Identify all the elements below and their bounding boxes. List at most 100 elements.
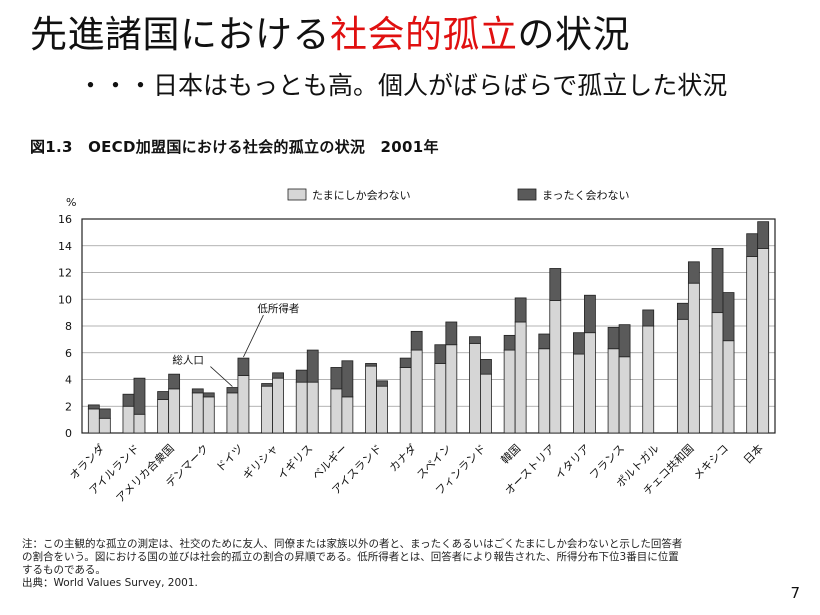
x-tick-label: 韓国: [498, 442, 523, 467]
bar-occasionally: [434, 363, 447, 434]
bar-occasionally: [295, 381, 308, 434]
bar-occasionally: [306, 381, 319, 434]
bar-never: [399, 357, 412, 368]
bar-occasionally: [711, 312, 724, 434]
bar-never: [676, 302, 689, 320]
y-tick-label: 14: [58, 240, 72, 253]
bar-never: [272, 372, 284, 379]
annotation-label: 総人口: [172, 354, 204, 367]
y-tick-label: 6: [65, 347, 72, 360]
figure-notes: 注：この主観的な孤立の測定は、社交のために友人、同僚または家族以外の者と、まった…: [22, 538, 792, 590]
legend-swatch: [517, 188, 537, 201]
note-line: 注：この主観的な孤立の測定は、社交のために友人、同僚または家族以外の者と、まった…: [22, 538, 683, 550]
bar-never: [237, 357, 250, 376]
page-number: 7: [790, 584, 800, 602]
x-tick-label: カナダ: [386, 441, 419, 474]
bar-occasionally: [618, 356, 631, 434]
bar-occasionally: [330, 388, 343, 434]
y-tick-label: 10: [58, 293, 72, 306]
slide-title-prefix: 先進諸国における: [30, 13, 330, 56]
bar-occasionally: [237, 375, 250, 434]
y-tick-label: 4: [65, 374, 72, 387]
bar-never: [607, 326, 620, 350]
legend-swatch: [287, 188, 307, 201]
bar-occasionally: [480, 373, 492, 434]
annotation-label: 低所得者: [257, 302, 299, 315]
figure-caption: 図1.3 OECD加盟国における社会的孤立の状況 2001年: [30, 138, 439, 156]
note-line: の割合をいう。図における国の並びは社会的孤立の割合の昇順である。低所得者とは、回…: [22, 551, 679, 563]
bar-never: [642, 309, 655, 327]
bar-never: [687, 261, 700, 284]
bar-occasionally: [376, 385, 388, 434]
annotation-leader: [210, 366, 233, 387]
y-tick-label: 8: [65, 320, 72, 333]
bar-never: [618, 324, 631, 358]
bar-never: [133, 377, 146, 415]
bar-occasionally: [157, 399, 170, 434]
bar-never: [469, 336, 481, 344]
bar-never: [445, 321, 458, 346]
bar-occasionally: [261, 385, 273, 434]
bar-never: [584, 294, 596, 334]
bar-never: [202, 392, 215, 398]
bar-occasionally: [365, 365, 377, 434]
bar-occasionally: [514, 321, 527, 434]
bar-never: [711, 248, 724, 314]
bar-occasionally: [399, 367, 412, 434]
bar-never: [722, 292, 735, 342]
bar-never: [295, 369, 308, 383]
bar-never: [573, 332, 585, 355]
x-tick-label: メキシコ: [691, 442, 731, 482]
bar-occasionally: [573, 353, 585, 434]
x-tick-label: ギリシャ: [240, 442, 280, 482]
bar-occasionally: [272, 377, 284, 434]
bar-never: [480, 359, 492, 375]
bar-never: [549, 268, 562, 301]
annotation-leader: [243, 314, 264, 358]
y-tick-label: 0: [65, 427, 72, 440]
x-tick-label: イタリア: [553, 442, 593, 482]
bar-occasionally: [168, 388, 181, 434]
bar-occasionally: [191, 392, 204, 434]
slide-title: 先進諸国における社会的孤立の状況: [30, 12, 630, 58]
bar-never: [122, 393, 135, 407]
bar-occasionally: [469, 342, 481, 434]
bar-occasionally: [549, 300, 562, 434]
bar-occasionally: [122, 405, 135, 434]
bar-occasionally: [676, 318, 689, 434]
bar-occasionally: [757, 248, 770, 434]
x-tick-label: ドイツ: [214, 442, 247, 475]
x-tick-label: イギリス: [275, 442, 315, 482]
y-tick-label: 2: [65, 400, 72, 413]
bar-occasionally: [503, 349, 516, 434]
bar-occasionally: [98, 417, 111, 434]
bar-never: [168, 373, 181, 390]
bar-never: [746, 233, 759, 257]
bar-occasionally: [722, 340, 735, 434]
y-tick-label: 12: [58, 267, 72, 280]
bar-never: [330, 367, 343, 390]
bar-never: [434, 344, 447, 364]
bar-occasionally: [410, 349, 423, 434]
bar-occasionally: [607, 348, 620, 434]
slide-title-suffix: の状況: [517, 13, 630, 56]
note-line: するものである。: [22, 564, 106, 576]
bar-never: [261, 383, 273, 387]
bar-occasionally: [133, 413, 146, 434]
note-source: 出典：World Values Survey, 2001.: [22, 577, 198, 589]
bar-never: [157, 391, 170, 400]
bar-never: [410, 330, 423, 351]
bar-occasionally: [746, 256, 759, 434]
bar-occasionally: [202, 396, 215, 434]
y-tick-label: 16: [58, 213, 72, 226]
bar-never: [191, 388, 204, 394]
bar-occasionally: [445, 344, 458, 434]
legend-label: まったく会わない: [542, 189, 630, 202]
bar-never: [757, 221, 770, 249]
bar-never: [226, 387, 239, 394]
bar-occasionally: [87, 408, 100, 434]
slide-subtitle: ・・・日本はもっとも高。個人がばらばらで孤立した状況: [78, 71, 728, 100]
bar-never: [365, 363, 377, 367]
bar-occasionally: [687, 282, 700, 434]
slide-title-highlight: 社会的孤立: [330, 13, 518, 56]
